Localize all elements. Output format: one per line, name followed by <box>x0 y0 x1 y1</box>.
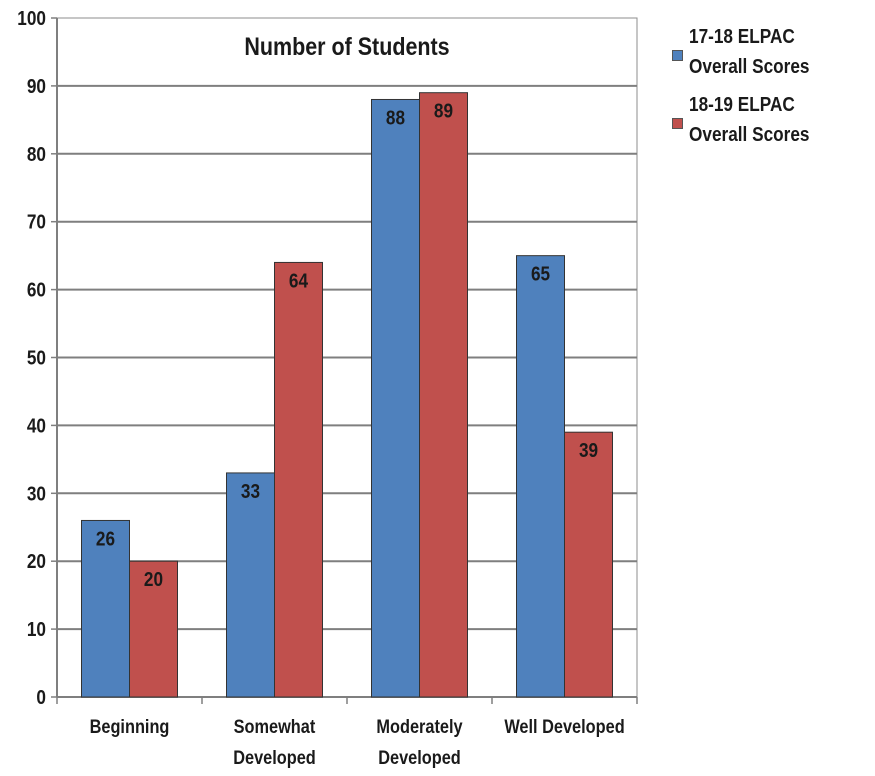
data-label-series-2-4: 39 <box>579 439 598 462</box>
bar-series-1-3 <box>371 98 420 698</box>
bar-series-1-2 <box>226 472 275 698</box>
y-tick-label-20: 20 <box>27 550 46 573</box>
data-label-series-1-3: 88 <box>386 106 405 129</box>
bar-series-2-4 <box>564 431 613 698</box>
legend-swatch-series-1 <box>672 50 683 61</box>
data-label-series-1-1: 26 <box>96 527 115 550</box>
data-label-series-1-2: 33 <box>241 480 260 503</box>
y-tick-label-80: 80 <box>27 143 46 166</box>
y-tick-label-60: 60 <box>27 278 46 301</box>
data-label-series-1-4: 65 <box>531 262 550 285</box>
y-tick-label-90: 90 <box>27 75 46 98</box>
bar-series-2-2 <box>274 261 323 698</box>
x-tick-label-2-line-2: Developed <box>233 747 316 768</box>
y-tick-label-100: 100 <box>17 7 46 30</box>
y-tick-label-10: 10 <box>27 618 46 641</box>
chart-title: Number of Students <box>244 32 449 60</box>
bar-series-2-3 <box>419 92 468 698</box>
legend-swatch-series-2 <box>672 118 683 129</box>
legend-label-series-1: 17-18 ELPAC Overall Scores <box>689 26 810 78</box>
legend-item-series-1: 17-18 ELPAC Overall Scores <box>672 22 872 82</box>
legend-label-series-2: 18-19 ELPAC Overall Scores <box>689 94 810 146</box>
x-tick-label-4: Well Developed <box>504 716 624 737</box>
data-label-series-2-2: 64 <box>289 269 309 292</box>
x-tick-label-3-line-2: Developed <box>378 747 461 768</box>
legend: 17-18 ELPAC Overall Scores 18-19 ELPAC O… <box>672 22 872 158</box>
x-tick-label-2-line-1: Somewhat <box>234 716 316 737</box>
data-label-series-2-1: 20 <box>144 568 163 591</box>
y-tick-label-70: 70 <box>27 210 46 233</box>
x-tick-label-3-line-1: Moderately <box>376 716 462 737</box>
x-tick-label-1: Beginning <box>90 716 170 737</box>
y-tick-label-0: 0 <box>36 686 46 709</box>
legend-item-series-2: 18-19 ELPAC Overall Scores <box>672 90 872 150</box>
y-tick-label-50: 50 <box>27 346 46 369</box>
bar-series-1-4 <box>516 255 565 698</box>
data-label-series-2-3: 89 <box>434 99 453 122</box>
y-tick-label-40: 40 <box>27 414 46 437</box>
y-tick-label-30: 30 <box>27 482 46 505</box>
bar-series-2-1 <box>129 560 178 698</box>
